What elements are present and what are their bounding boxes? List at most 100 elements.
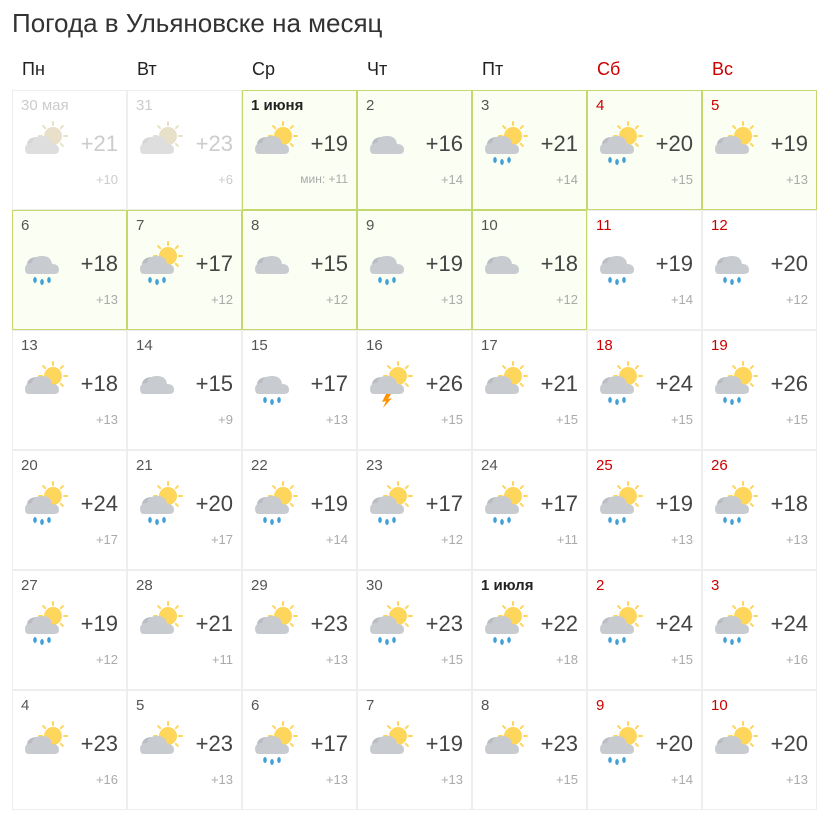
- weather-icon: [596, 600, 644, 648]
- day-cell[interactable]: 9+20+14: [587, 690, 702, 810]
- day-cell[interactable]: 22+19+14: [242, 450, 357, 570]
- week-row: 4+23+165+23+136+17+137+19+138+23+159+20+…: [12, 690, 822, 810]
- weather-icon: [251, 240, 299, 288]
- day-cell[interactable]: 30+23+15: [357, 570, 472, 690]
- day-cell[interactable]: 2+24+15: [587, 570, 702, 690]
- weather-icon: [481, 720, 529, 768]
- temp-low: +17: [136, 532, 233, 547]
- day-cell[interactable]: 24+17+11: [472, 450, 587, 570]
- day-date: 3: [711, 577, 808, 594]
- temp-high: +20: [771, 731, 808, 757]
- temp-high: +15: [196, 371, 233, 397]
- temp-high: +23: [81, 731, 118, 757]
- week-row: 27+19+1228+21+1129+23+1330+23+151 июля+2…: [12, 570, 822, 690]
- temp-low: +14: [596, 772, 693, 787]
- temps: +17: [311, 371, 348, 397]
- day-cell[interactable]: 15+17+13: [242, 330, 357, 450]
- day-date: 10: [481, 217, 578, 234]
- weather-icon: [366, 360, 414, 408]
- day-content: +16: [366, 120, 463, 168]
- day-cell[interactable]: 6+18+13: [12, 210, 127, 330]
- temps: +24: [771, 611, 808, 637]
- day-cell[interactable]: 29+23+13: [242, 570, 357, 690]
- day-date: 2: [366, 97, 463, 114]
- temp-low: +15: [596, 412, 693, 427]
- temp-high: +17: [196, 251, 233, 277]
- weather-icon: [596, 720, 644, 768]
- temp-low: +15: [366, 412, 463, 427]
- temps: +19: [81, 611, 118, 637]
- day-content: +23: [136, 120, 233, 168]
- day-content: +20: [711, 240, 808, 288]
- day-cell[interactable]: 21+20+17: [127, 450, 242, 570]
- temp-high: +20: [771, 251, 808, 277]
- temp-low: +13: [366, 772, 463, 787]
- weather-icon: [21, 360, 69, 408]
- temps: +21: [81, 131, 118, 157]
- temp-high: +19: [311, 131, 348, 157]
- day-cell[interactable]: 20+24+17: [12, 450, 127, 570]
- temp-high: +23: [311, 611, 348, 637]
- day-cell[interactable]: 12+20+12: [702, 210, 817, 330]
- weekday-header: Сб: [587, 53, 702, 90]
- temps: +17: [196, 251, 233, 277]
- day-content: +17: [136, 240, 233, 288]
- weather-icon: [481, 120, 529, 168]
- temp-high: +26: [771, 371, 808, 397]
- temp-high: +26: [426, 371, 463, 397]
- day-cell[interactable]: 30 мая+21+10: [12, 90, 127, 210]
- day-cell[interactable]: 1 июля+22+18: [472, 570, 587, 690]
- day-date: 3: [481, 97, 578, 114]
- day-cell[interactable]: 8+23+15: [472, 690, 587, 810]
- day-cell[interactable]: 8+15+12: [242, 210, 357, 330]
- day-cell[interactable]: 4+20+15: [587, 90, 702, 210]
- day-content: +15: [251, 240, 348, 288]
- day-cell[interactable]: 31+23+6: [127, 90, 242, 210]
- temp-low: +15: [596, 652, 693, 667]
- day-date: 20: [21, 457, 118, 474]
- day-content: +19: [21, 600, 118, 648]
- day-cell[interactable]: 19+26+15: [702, 330, 817, 450]
- day-date: 12: [711, 217, 808, 234]
- day-cell[interactable]: 17+21+15: [472, 330, 587, 450]
- day-cell[interactable]: 23+17+12: [357, 450, 472, 570]
- day-cell[interactable]: 25+19+13: [587, 450, 702, 570]
- day-cell[interactable]: 3+21+14: [472, 90, 587, 210]
- weather-icon: [366, 600, 414, 648]
- temps: +16: [426, 131, 463, 157]
- day-cell[interactable]: 28+21+11: [127, 570, 242, 690]
- weather-icon: [481, 360, 529, 408]
- day-cell[interactable]: 5+19+13: [702, 90, 817, 210]
- week-row: 20+24+1721+20+1722+19+1423+17+1224+17+11…: [12, 450, 822, 570]
- day-content: +20: [596, 120, 693, 168]
- day-cell[interactable]: 4+23+16: [12, 690, 127, 810]
- weather-icon: [136, 720, 184, 768]
- day-cell[interactable]: 7+17+12: [127, 210, 242, 330]
- temp-low: +12: [136, 292, 233, 307]
- temp-low: +13: [21, 412, 118, 427]
- day-date: 21: [136, 457, 233, 474]
- weather-icon: [251, 720, 299, 768]
- day-cell[interactable]: 9+19+13: [357, 210, 472, 330]
- day-cell[interactable]: 1 июня+19мин: +11: [242, 90, 357, 210]
- day-cell[interactable]: 26+18+13: [702, 450, 817, 570]
- temps: +23: [426, 611, 463, 637]
- temp-low: +11: [136, 652, 233, 667]
- day-cell[interactable]: 27+19+12: [12, 570, 127, 690]
- day-cell[interactable]: 5+23+13: [127, 690, 242, 810]
- day-cell[interactable]: 3+24+16: [702, 570, 817, 690]
- day-cell[interactable]: 18+24+15: [587, 330, 702, 450]
- day-cell[interactable]: 10+18+12: [472, 210, 587, 330]
- day-cell[interactable]: 11+19+14: [587, 210, 702, 330]
- day-cell[interactable]: 2+16+14: [357, 90, 472, 210]
- temp-high: +21: [541, 371, 578, 397]
- weather-icon: [711, 360, 759, 408]
- weather-icon: [21, 240, 69, 288]
- day-cell[interactable]: 13+18+13: [12, 330, 127, 450]
- day-cell[interactable]: 14+15+9: [127, 330, 242, 450]
- day-cell[interactable]: 7+19+13: [357, 690, 472, 810]
- temp-low: +15: [711, 412, 808, 427]
- day-cell[interactable]: 6+17+13: [242, 690, 357, 810]
- day-cell[interactable]: 10+20+13: [702, 690, 817, 810]
- day-cell[interactable]: 16+26+15: [357, 330, 472, 450]
